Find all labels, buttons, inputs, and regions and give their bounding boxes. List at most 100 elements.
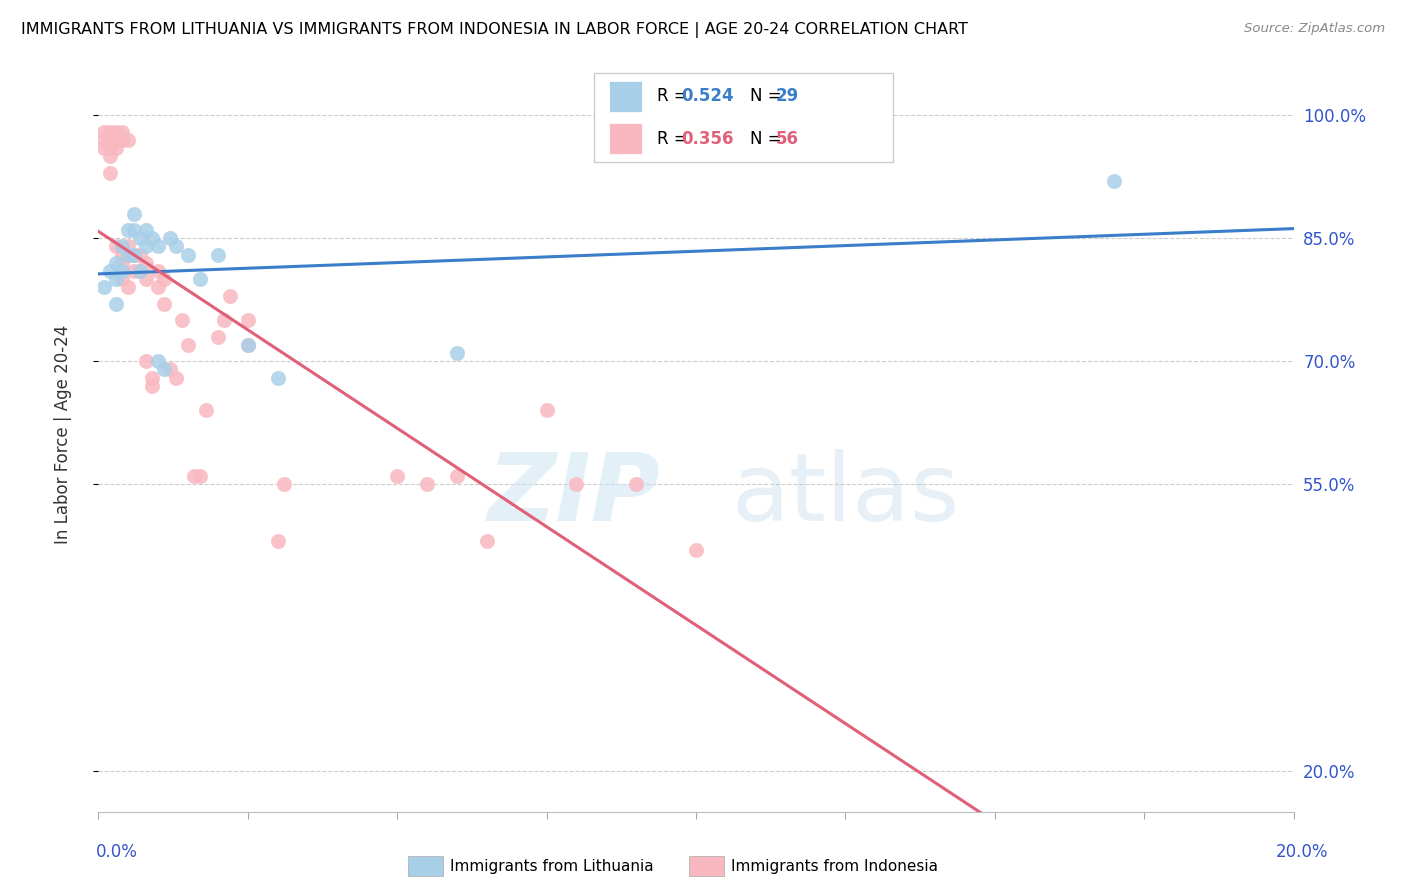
Point [117, 247, 139, 261]
Point [111, 272, 134, 286]
Text: Source: ZipAtlas.com: Source: ZipAtlas.com [1244, 22, 1385, 36]
Point [141, 370, 163, 384]
Point [117, 223, 139, 237]
Point [117, 133, 139, 147]
Point [129, 231, 152, 245]
Point [105, 256, 128, 270]
Point [105, 297, 128, 311]
Text: ZIP: ZIP [488, 450, 661, 541]
Point [93, 141, 115, 155]
Point [267, 370, 290, 384]
Point [159, 362, 181, 376]
Point [446, 468, 468, 483]
Point [207, 329, 229, 343]
Point [188, 272, 211, 286]
Text: 29: 29 [776, 87, 799, 105]
Point [148, 264, 170, 278]
Point [177, 337, 200, 351]
Point [135, 223, 157, 237]
Point [475, 534, 498, 549]
Point [685, 542, 707, 557]
Point [148, 239, 170, 253]
Point [148, 280, 170, 294]
Point [273, 477, 295, 491]
Point [117, 247, 139, 261]
Point [153, 297, 176, 311]
Point [117, 280, 139, 294]
Point [446, 346, 468, 360]
Point [111, 125, 134, 139]
Point [207, 247, 229, 261]
Text: N =: N = [749, 129, 786, 148]
Point [141, 378, 163, 392]
FancyBboxPatch shape [595, 73, 893, 162]
Point [98, 166, 122, 180]
Text: Immigrants from Indonesia: Immigrants from Indonesia [731, 859, 938, 873]
Point [117, 239, 139, 253]
Point [236, 337, 259, 351]
Point [98, 141, 122, 155]
Point [212, 313, 235, 327]
Point [105, 125, 128, 139]
Text: N =: N = [749, 87, 786, 105]
Text: 20.0%: 20.0% [1277, 843, 1329, 861]
Point [416, 477, 439, 491]
Point [93, 280, 115, 294]
Point [124, 264, 146, 278]
Point [135, 239, 157, 253]
Text: 0.0%: 0.0% [96, 843, 138, 861]
FancyBboxPatch shape [609, 80, 643, 112]
Point [111, 264, 134, 278]
Point [153, 272, 176, 286]
Point [105, 239, 128, 253]
Point [267, 534, 290, 549]
Point [93, 133, 115, 147]
Point [565, 477, 588, 491]
Point [124, 247, 146, 261]
Point [111, 256, 134, 270]
Point [148, 354, 170, 368]
Point [536, 403, 558, 417]
Point [183, 468, 205, 483]
Point [98, 264, 122, 278]
Point [141, 231, 163, 245]
Point [626, 477, 648, 491]
Text: Immigrants from Lithuania: Immigrants from Lithuania [450, 859, 654, 873]
Point [236, 313, 259, 327]
Point [159, 231, 181, 245]
Point [129, 247, 152, 261]
Point [219, 288, 242, 302]
Point [111, 247, 134, 261]
Point [105, 272, 128, 286]
Point [105, 133, 128, 147]
Text: 56: 56 [776, 129, 799, 148]
Point [165, 239, 187, 253]
Text: 0.356: 0.356 [682, 129, 734, 148]
Point [385, 468, 409, 483]
Point [1104, 174, 1126, 188]
Point [135, 256, 157, 270]
Point [172, 313, 194, 327]
Point [135, 272, 157, 286]
Point [153, 362, 176, 376]
Point [98, 133, 122, 147]
Point [111, 239, 134, 253]
Point [177, 247, 200, 261]
Point [188, 468, 211, 483]
Point [111, 133, 134, 147]
Point [98, 125, 122, 139]
Point [124, 223, 146, 237]
Text: 0.524: 0.524 [682, 87, 734, 105]
Point [195, 403, 218, 417]
Point [124, 207, 146, 221]
Point [129, 264, 152, 278]
FancyBboxPatch shape [609, 123, 643, 154]
Point [129, 264, 152, 278]
Text: R =: R = [657, 129, 693, 148]
Point [93, 125, 115, 139]
Text: R =: R = [657, 87, 693, 105]
Point [98, 149, 122, 163]
Point [165, 370, 187, 384]
Point [124, 247, 146, 261]
Point [236, 337, 259, 351]
